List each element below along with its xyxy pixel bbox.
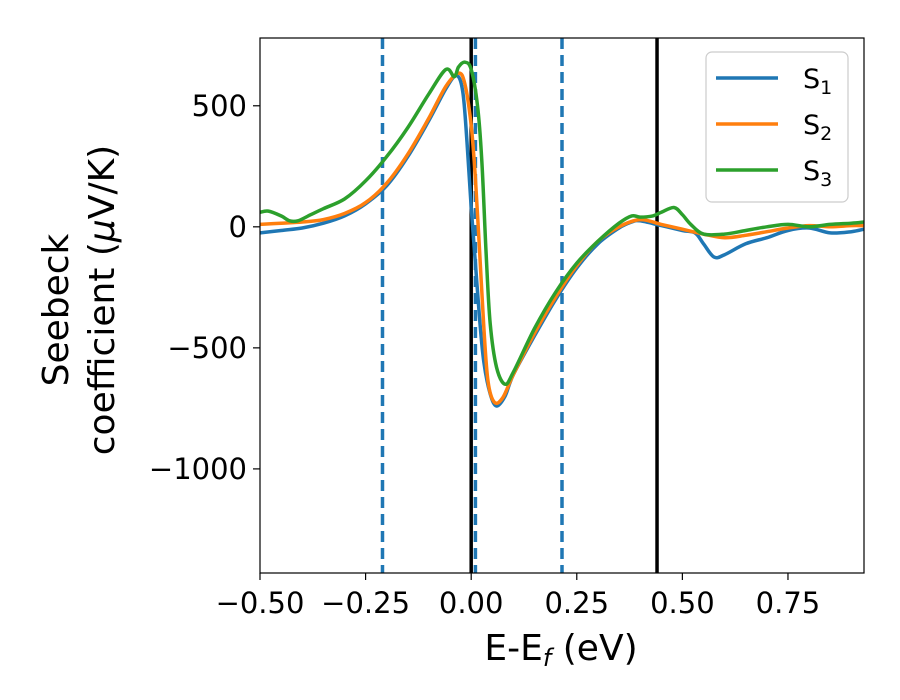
series-line-s2	[260, 71, 864, 406]
legend: S1 S2 S3	[705, 51, 849, 203]
x-tick-label: 0.00	[439, 586, 504, 620]
legend-label-s3: S3	[803, 156, 832, 191]
y-axis-label-line2: coefficient (μV/K)	[82, 145, 123, 455]
tick-marks: −0.50 −0.25 0.00 0.25 0.50 0.75 500 0 −500 −1000	[149, 89, 820, 620]
legend-label-s2: S2	[803, 110, 832, 145]
y-tick-label: −500	[167, 331, 247, 365]
y-axis-label-line1: Seebeck	[36, 233, 77, 386]
y-tick-label: 500	[192, 89, 247, 123]
y-tick-label: 0	[229, 210, 247, 244]
plot-area	[260, 38, 864, 573]
x-tick-label: 0.50	[650, 586, 715, 620]
x-tick-label: −0.50	[216, 586, 305, 620]
x-tick-label: 0.75	[756, 586, 821, 620]
plot-frame	[259, 37, 865, 574]
y-tick-label: −1000	[149, 452, 247, 486]
legend-label-s1: S1	[803, 64, 832, 99]
x-tick-label: −0.25	[321, 586, 410, 620]
axes-frame	[259, 37, 865, 574]
x-tick-label: 0.25	[544, 586, 609, 620]
series-line-s3	[260, 60, 864, 387]
x-axis-label: E-Ef (eV)	[484, 628, 637, 672]
legend-box	[705, 51, 849, 203]
